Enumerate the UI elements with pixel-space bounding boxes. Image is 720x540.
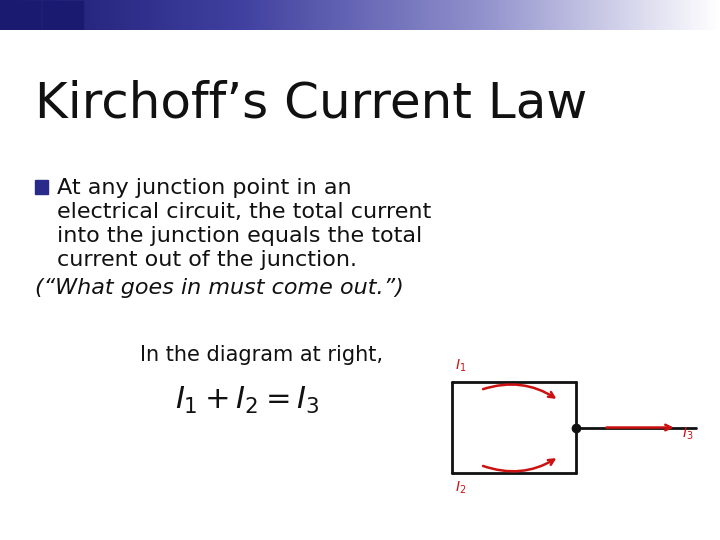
Bar bbox=[0, 1, 40, 15]
Text: into the junction equals the total: into the junction equals the total bbox=[57, 226, 422, 246]
Text: At any junction point in an: At any junction point in an bbox=[57, 178, 351, 198]
Text: In the diagram at right,: In the diagram at right, bbox=[140, 345, 383, 365]
Bar bbox=[0, 16, 40, 30]
Text: Kirchoff’s Current Law: Kirchoff’s Current Law bbox=[35, 80, 588, 128]
Text: current out of the junction.: current out of the junction. bbox=[57, 250, 357, 270]
Text: $\mathit{I_1}$: $\mathit{I_1}$ bbox=[455, 357, 467, 374]
Bar bbox=[35, 180, 48, 194]
Text: $\mathit{I_2}$: $\mathit{I_2}$ bbox=[455, 480, 467, 496]
Bar bbox=[43, 16, 83, 30]
Text: $\mathit{I_3}$: $\mathit{I_3}$ bbox=[682, 426, 693, 442]
Text: (“What goes in must come out.”): (“What goes in must come out.”) bbox=[35, 278, 404, 298]
Text: electrical circuit, the total current: electrical circuit, the total current bbox=[57, 202, 431, 222]
Bar bbox=[43, 1, 83, 15]
Text: $I_1 + I_2 = I_3$: $I_1 + I_2 = I_3$ bbox=[175, 385, 320, 416]
